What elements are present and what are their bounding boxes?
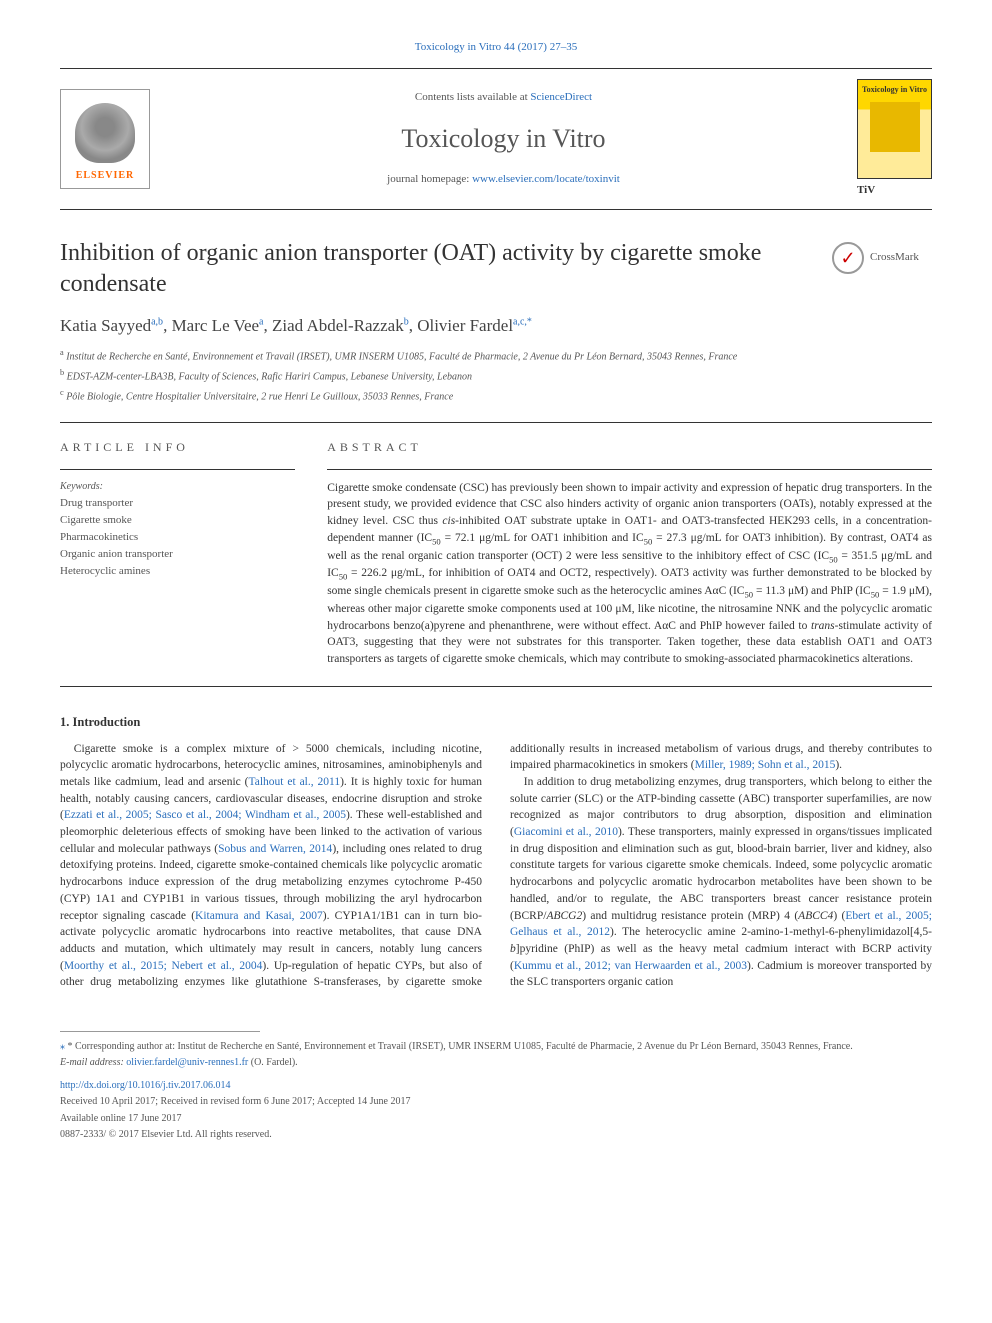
crossmark-badge[interactable]: ✓ CrossMark (832, 238, 932, 278)
contents-prefix: Contents lists available at (415, 91, 530, 103)
elsevier-tree-icon (75, 103, 135, 163)
sciencedirect-link[interactable]: ScienceDirect (530, 91, 592, 103)
authors: Katia Sayyeda,b, Marc Le Veea, Ziad Abde… (60, 314, 932, 339)
elsevier-logo: ELSEVIER (60, 89, 150, 189)
journal-header: ELSEVIER Contents lists available at Sci… (60, 68, 932, 210)
history-received: Received 10 April 2017; Received in revi… (60, 1095, 932, 1110)
email-suffix: (O. Fardel). (248, 1057, 297, 1068)
rule-abstract (327, 469, 932, 470)
email-link[interactable]: olivier.fardel@univ-rennes1.fr (126, 1057, 248, 1068)
homepage-prefix: journal homepage: (387, 173, 472, 185)
homepage-link[interactable]: www.elsevier.com/locate/toxinvit (472, 173, 620, 185)
journal-name: Toxicology in Vitro (150, 120, 857, 158)
email-label: E-mail address: (60, 1057, 126, 1068)
homepage-line: journal homepage: www.elsevier.com/locat… (150, 172, 857, 188)
article-title: Inhibition of organic anion transporter … (60, 238, 832, 300)
rule-top (60, 422, 932, 423)
contents-line: Contents lists available at ScienceDirec… (150, 90, 857, 106)
affiliations: a Institut de Recherche en Santé, Enviro… (60, 347, 932, 404)
crossmark-icon: ✓ (832, 242, 864, 274)
cover-title: Toxicology in Vitro (862, 84, 927, 96)
keywords-label: Keywords: (60, 480, 295, 495)
doi-link[interactable]: http://dx.doi.org/10.1016/j.tiv.2017.06.… (60, 1079, 932, 1094)
corresponding-author-note: ⁎ * Corresponding author at: Institut de… (60, 1040, 932, 1055)
journal-reference: Toxicology in Vitro 44 (2017) 27–35 (60, 40, 932, 56)
body-columns: Cigarette smoke is a complex mixture of … (60, 741, 932, 991)
rule-bottom (60, 686, 932, 687)
article-info-head: ARTICLE INFO (60, 439, 295, 456)
abstract-head: ABSTRACT (327, 439, 932, 456)
intro-paragraph-2: In addition to drug metabolizing enzymes… (510, 774, 932, 991)
history-online: Available online 17 June 2017 (60, 1112, 932, 1127)
rule-info (60, 469, 295, 470)
introduction-head: 1. Introduction (60, 713, 932, 731)
crossmark-label: CrossMark (870, 250, 919, 266)
keywords-list: Drug transporterCigarette smokePharmacok… (60, 496, 295, 580)
cover-label: TiV (857, 183, 932, 199)
elsevier-label: ELSEVIER (76, 169, 135, 184)
abstract-text: Cigarette smoke condensate (CSC) has pre… (327, 480, 932, 668)
email-line: E-mail address: olivier.fardel@univ-renn… (60, 1056, 932, 1071)
copyright-line: 0887-2333/ © 2017 Elsevier Ltd. All righ… (60, 1128, 932, 1143)
cover-art-icon (870, 102, 920, 152)
footnotes: ⁎ * Corresponding author at: Institut de… (60, 1040, 932, 1143)
footnote-separator (60, 1031, 260, 1032)
journal-cover: Toxicology in Vitro TiV (857, 79, 932, 199)
